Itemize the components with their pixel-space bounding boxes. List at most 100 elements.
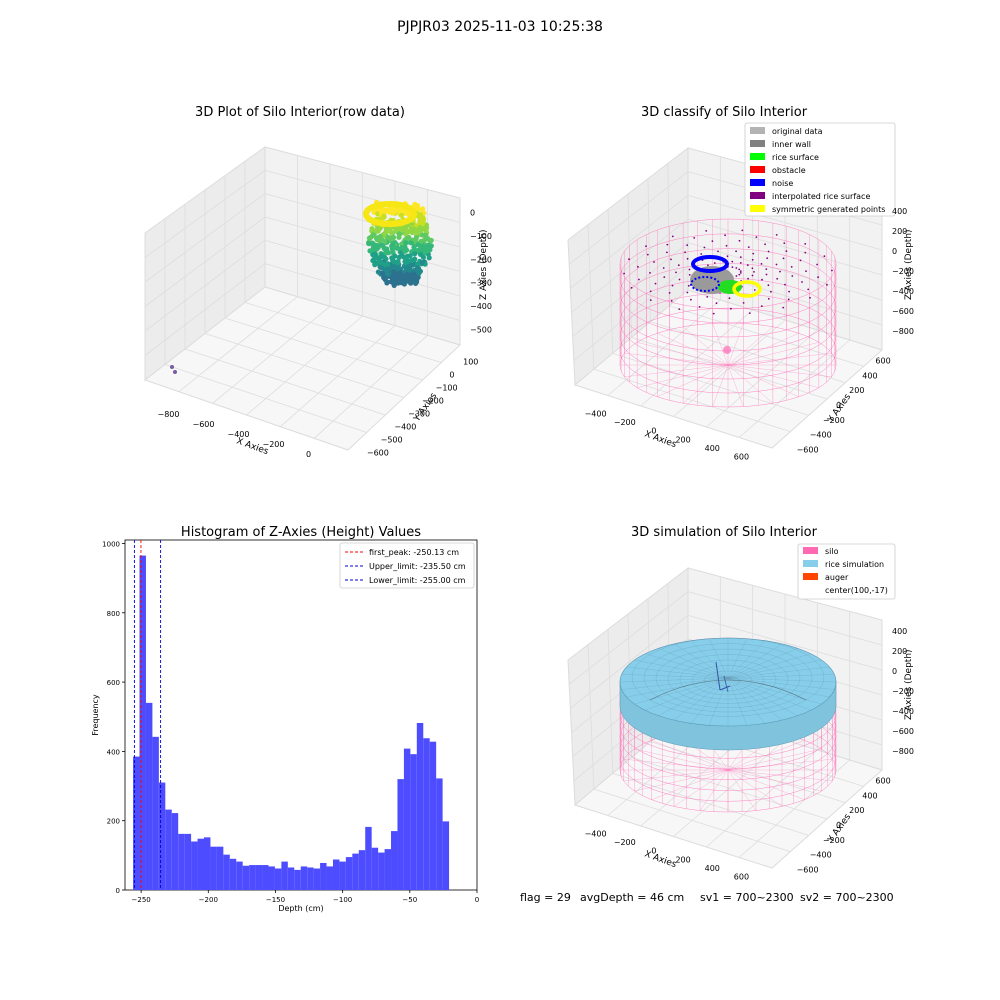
interpolated-point xyxy=(645,245,647,248)
histogram-bar xyxy=(378,852,385,890)
histogram-bar xyxy=(145,702,153,890)
grid-line xyxy=(264,169,461,223)
silo-center-marker xyxy=(723,346,731,354)
histogram-title: Histogram of Z-Axies (Height) Values xyxy=(181,525,421,540)
histogram-bar xyxy=(262,865,269,890)
histogram-bar xyxy=(313,868,321,890)
simulation-x-tick: −200 xyxy=(614,838,636,847)
silo-wire-spoke xyxy=(637,342,729,366)
histogram-bar xyxy=(139,555,146,890)
silo-wire-spoke xyxy=(683,326,729,366)
raw-point xyxy=(424,248,430,254)
silo-wireframe xyxy=(619,218,837,408)
interpolated-point xyxy=(809,296,811,299)
raw-x-tick: 0 xyxy=(306,450,311,459)
interpolated-point xyxy=(686,291,689,294)
raw-z-tick: −300 xyxy=(470,279,492,288)
legend-label: auger xyxy=(825,573,849,582)
silo-mesh-spoke xyxy=(727,769,757,811)
interpolated-point xyxy=(717,250,719,253)
raw-point xyxy=(366,235,372,241)
interpolated-point xyxy=(761,278,763,281)
raw-y-tick: −300 xyxy=(408,410,430,419)
histogram-bar xyxy=(410,754,417,890)
classify-legend: original data inner wall rice surface obsta… xyxy=(744,122,896,217)
interpolated-point xyxy=(741,229,744,232)
simulation-x-tick: −400 xyxy=(585,829,607,838)
raw-point xyxy=(403,278,409,284)
silo-mesh-spoke xyxy=(727,758,833,771)
simulation-z-tick: −600 xyxy=(892,727,914,736)
interpolated-point xyxy=(725,244,728,247)
raw-point xyxy=(424,225,430,231)
interpolated-point xyxy=(654,282,657,285)
interpolated-point xyxy=(791,275,794,277)
interpolated-point xyxy=(747,277,749,280)
legend-label: first_peak: -250.13 cm xyxy=(369,548,459,557)
raw-point xyxy=(416,265,422,272)
rice-radial xyxy=(727,674,835,679)
raw-point xyxy=(377,233,384,240)
grid-line xyxy=(738,339,850,438)
raw-point xyxy=(374,243,380,249)
raw-point xyxy=(388,235,394,241)
histogram-bar xyxy=(436,778,443,890)
interpolated-point xyxy=(817,276,819,279)
raw-grid xyxy=(144,155,461,439)
raw-point xyxy=(396,231,402,237)
classify-x-tick: −400 xyxy=(585,409,607,418)
figure-suptitle: PJPJR03 2025-11-03 10:25:38 xyxy=(397,19,603,35)
silo-wire-spoke xyxy=(727,364,819,388)
raw-point xyxy=(379,265,385,271)
interpolated-point xyxy=(788,290,790,293)
interpolated-point xyxy=(630,286,633,289)
interpolated-point xyxy=(688,274,691,276)
interpolated-point xyxy=(686,257,689,260)
interpolated-point xyxy=(816,263,818,266)
raw-point xyxy=(398,272,404,278)
raw-point xyxy=(370,257,377,263)
raw-point xyxy=(394,245,400,251)
silo-mesh-spoke xyxy=(651,769,729,800)
classify-z-tick: −200 xyxy=(892,267,914,276)
silo-wire-spoke xyxy=(712,323,729,366)
legend-swatch xyxy=(803,560,818,567)
grid-line xyxy=(738,759,850,858)
interpolated-point xyxy=(715,302,718,305)
raw-point xyxy=(366,240,372,246)
histogram-bar xyxy=(352,853,359,890)
histogram-bar xyxy=(229,858,237,890)
symmetric-generated-points xyxy=(732,280,762,298)
interpolated-point xyxy=(805,270,807,272)
raw-point xyxy=(383,250,389,256)
interpolated-point xyxy=(678,308,681,310)
simulation-z-tick: −800 xyxy=(892,747,914,756)
grid-line xyxy=(144,170,266,258)
panel-simulation-3d: 3D simulation of Silo Interior silo rice … xyxy=(567,525,914,882)
silo-wire-spoke xyxy=(727,364,799,397)
interpolated-point xyxy=(623,272,625,275)
rice-radial xyxy=(709,638,729,679)
raw-point xyxy=(410,271,416,277)
y-tick-label: 0 xyxy=(116,887,120,895)
interpolated-point xyxy=(662,267,665,269)
legend-swatch xyxy=(803,573,818,580)
grid-line xyxy=(313,335,428,439)
raw-z-tick: −400 xyxy=(470,302,492,311)
rice-radial xyxy=(709,677,729,726)
silo-wire-spoke xyxy=(727,352,832,366)
panel-classify-3d: 3D classify of Silo Interior original da… xyxy=(567,105,914,462)
interpolated-point xyxy=(675,271,677,274)
classify-y-tick: 200 xyxy=(849,386,864,395)
simulation-y-tick: 0 xyxy=(836,821,841,830)
interpolated-point xyxy=(775,234,778,236)
interpolated-point xyxy=(752,252,755,255)
simulation-y-tick: 400 xyxy=(862,791,877,800)
histogram-bar xyxy=(281,861,288,890)
silo-wire-spoke xyxy=(727,323,744,366)
noise-points xyxy=(690,276,720,292)
raw-point xyxy=(389,210,395,216)
legend-swatch xyxy=(750,153,765,160)
interpolated-point xyxy=(663,276,666,278)
classify-y-tick: 0 xyxy=(836,401,841,410)
